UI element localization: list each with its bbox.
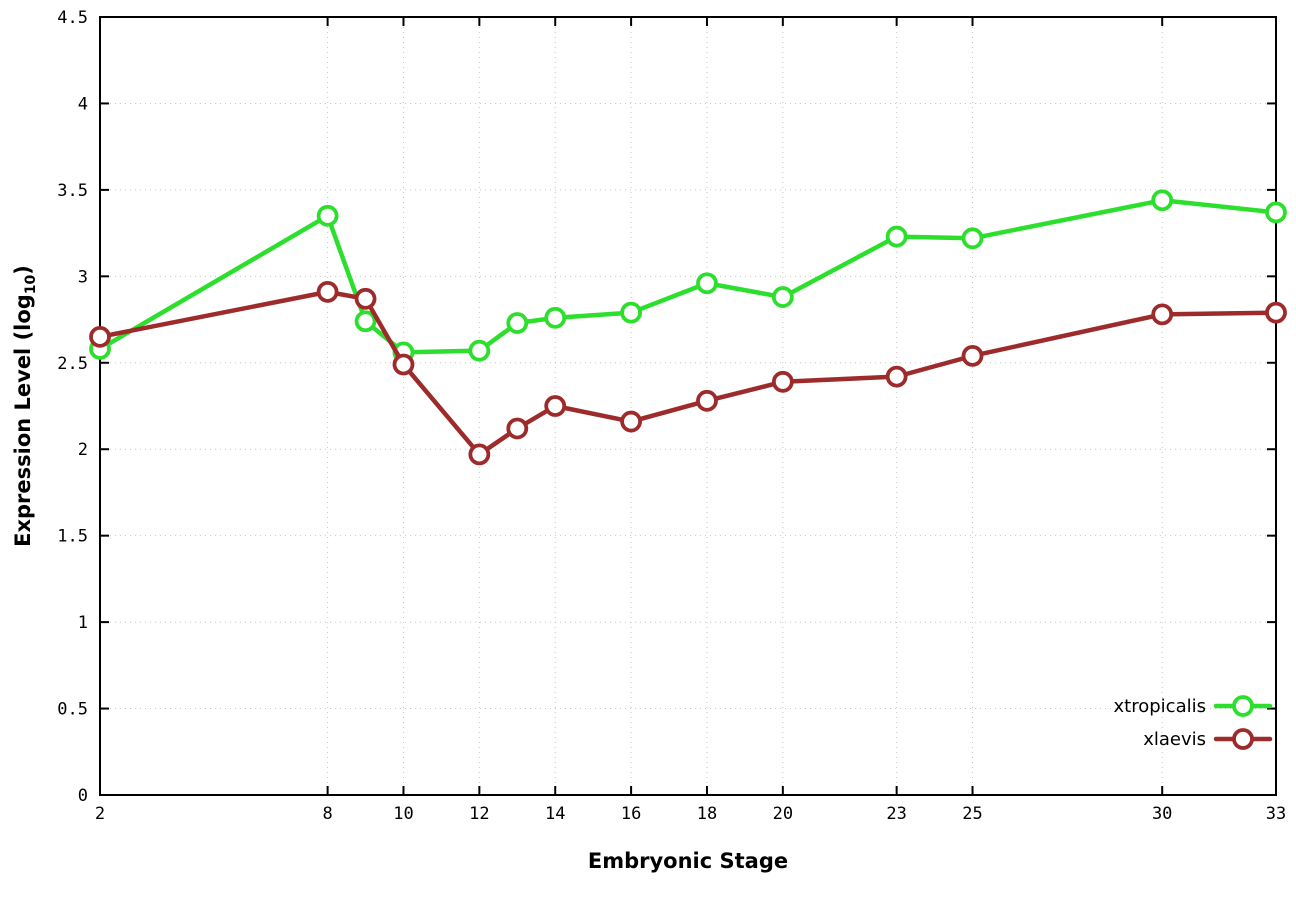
y-tick-label: 3 bbox=[78, 267, 88, 287]
data-point-xtropicalis bbox=[885, 225, 908, 248]
y-tick-label: 1 bbox=[78, 613, 88, 633]
y-tick-label: 2.5 bbox=[57, 354, 88, 374]
y-tick-label: 0.5 bbox=[57, 700, 88, 720]
data-point-xlaevis bbox=[885, 365, 908, 388]
data-point-xlaevis bbox=[506, 417, 529, 440]
data-point-xlaevis bbox=[771, 370, 794, 393]
data-point-xlaevis bbox=[620, 410, 642, 433]
x-tick-label: 18 bbox=[697, 804, 717, 824]
data-point-xtropicalis bbox=[468, 339, 491, 362]
data-point-xtropicalis bbox=[1151, 189, 1174, 212]
data-point-xtropicalis bbox=[506, 312, 529, 334]
data-point-xlaevis bbox=[1265, 301, 1287, 324]
x-tick-label: 10 bbox=[393, 804, 413, 824]
data-point-xlaevis bbox=[89, 325, 111, 348]
y-tick-label: 2 bbox=[78, 440, 88, 460]
x-tick-label: 20 bbox=[773, 804, 793, 824]
data-point-xtropicalis bbox=[771, 286, 794, 308]
x-axis-title: Embryonic Stage bbox=[588, 849, 788, 873]
y-tick-label: 0 bbox=[78, 786, 88, 806]
data-point-xlaevis bbox=[544, 395, 567, 417]
x-tick-label: 2 bbox=[95, 804, 105, 824]
y-tick-label: 3.5 bbox=[57, 181, 88, 201]
data-point-xtropicalis bbox=[316, 204, 339, 227]
legend-marker-xtropicalis bbox=[1232, 695, 1254, 717]
x-tick-label: 8 bbox=[322, 804, 332, 824]
data-point-xtropicalis bbox=[544, 306, 567, 329]
data-point-xlaevis bbox=[468, 443, 491, 466]
data-point-xtropicalis bbox=[961, 227, 984, 250]
x-tick-label: 23 bbox=[886, 804, 906, 824]
y-axis-title: Expression Level (log10) bbox=[11, 265, 39, 547]
legend-label-xtropicalis: xtropicalis bbox=[1114, 696, 1206, 717]
plot-border bbox=[99, 16, 1277, 796]
data-point-xlaevis bbox=[961, 344, 984, 367]
y-tick-label: 1.5 bbox=[57, 527, 88, 547]
data-point-xlaevis bbox=[1151, 303, 1174, 326]
data-point-xlaevis bbox=[316, 280, 339, 303]
data-point-xtropicalis bbox=[696, 272, 718, 295]
x-tick-label: 12 bbox=[469, 804, 489, 824]
data-point-xlaevis bbox=[354, 287, 377, 310]
data-point-xtropicalis bbox=[1265, 201, 1287, 224]
data-point-xtropicalis bbox=[620, 301, 642, 324]
data-point-xlaevis bbox=[696, 389, 718, 412]
x-tick-label: 33 bbox=[1266, 804, 1286, 824]
x-tick-label: 14 bbox=[545, 804, 565, 824]
y-tick-label: 4 bbox=[78, 94, 88, 114]
data-point-xlaevis bbox=[392, 353, 415, 376]
x-tick-label: 30 bbox=[1152, 804, 1172, 824]
y-tick-label: 4.5 bbox=[57, 8, 88, 28]
x-tick-label: 25 bbox=[962, 804, 982, 824]
data-point-xtropicalis bbox=[354, 310, 377, 333]
x-tick-label: 16 bbox=[621, 804, 641, 824]
legend-marker-xlaevis bbox=[1232, 728, 1254, 750]
series-line-xlaevis bbox=[97, 289, 1279, 457]
legend-label-xlaevis: xlaevis bbox=[1143, 729, 1206, 750]
